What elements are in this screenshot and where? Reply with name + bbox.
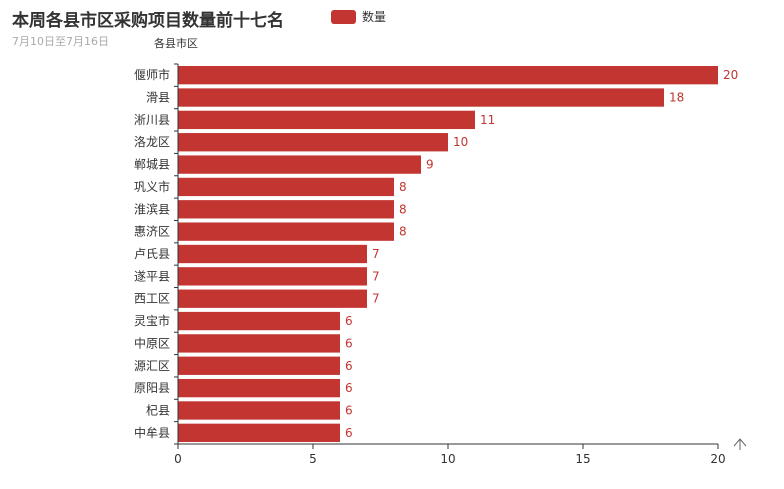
x-tick-label: 10 xyxy=(440,452,455,466)
data-label: 6 xyxy=(345,359,353,373)
y-tick-label: 源汇区 xyxy=(134,359,170,373)
bar xyxy=(178,110,475,130)
bar xyxy=(178,267,367,286)
y-tick-label: 中原区 xyxy=(134,335,170,350)
y-tick-label: 遂平县 xyxy=(134,269,170,283)
data-label: 10 xyxy=(453,135,468,149)
bar xyxy=(178,133,448,152)
bar xyxy=(178,66,718,85)
x-tick-label: 5 xyxy=(309,452,317,466)
chart-title: 本周各县市区采购项目数量前十七名 xyxy=(12,11,284,31)
bar xyxy=(178,401,340,420)
bar xyxy=(178,378,340,398)
data-label: 20 xyxy=(723,68,738,82)
y-tick-label: 洛龙区 xyxy=(134,134,170,149)
bar xyxy=(178,334,340,353)
legend-swatch xyxy=(331,9,356,24)
data-label: 8 xyxy=(399,202,407,216)
y-tick-label: 原阳县 xyxy=(134,381,170,395)
data-label: 6 xyxy=(345,336,353,350)
bar xyxy=(178,356,340,375)
bar xyxy=(178,289,367,308)
data-label: 6 xyxy=(345,426,353,440)
data-label: 7 xyxy=(372,247,380,261)
legend-label: 数量 xyxy=(362,10,387,24)
x-tick-label: 0 xyxy=(174,452,182,466)
y-tick-label: 滑县 xyxy=(146,91,170,105)
bar xyxy=(178,177,394,197)
data-label: 9 xyxy=(426,158,434,172)
bar xyxy=(178,244,367,264)
data-label: 8 xyxy=(399,180,407,194)
data-label: 11 xyxy=(480,113,495,127)
chart-subtitle: 7月10日至7月16日 xyxy=(12,35,109,48)
y-axis-label: 各县市区 xyxy=(154,36,198,50)
data-label: 6 xyxy=(345,403,353,417)
data-label: 7 xyxy=(372,269,380,283)
y-tick-label: 巩义市 xyxy=(134,179,170,194)
y-tick-label: 淮滨县 xyxy=(134,201,170,216)
y-tick-label: 杞县 xyxy=(146,403,170,417)
y-tick-label: 中牟县 xyxy=(134,425,170,440)
legend[interactable]: 数量 xyxy=(331,8,386,25)
x-tick-label: 15 xyxy=(575,452,590,466)
data-label: 6 xyxy=(345,314,353,328)
y-tick-label: 西工区 xyxy=(134,292,170,306)
data-label: 18 xyxy=(669,91,684,105)
bar xyxy=(178,88,664,107)
y-tick-label: 郸城县 xyxy=(134,158,170,172)
data-label: 7 xyxy=(372,292,380,306)
bar xyxy=(178,200,394,219)
bar xyxy=(178,222,394,241)
bar xyxy=(178,155,421,174)
bar xyxy=(178,423,340,442)
y-tick-label: 淅川县 xyxy=(134,112,170,127)
y-tick-label: 卢氏县 xyxy=(134,246,170,261)
x-tick-label: 20 xyxy=(710,452,725,466)
bar xyxy=(178,311,340,331)
y-tick-label: 灵宝市 xyxy=(134,313,170,328)
data-label: 8 xyxy=(399,225,407,239)
y-tick-label: 偃师市 xyxy=(134,67,170,82)
arrow-up-icon[interactable] xyxy=(733,438,747,450)
y-tick-label: 惠济区 xyxy=(134,224,170,239)
data-label: 6 xyxy=(345,381,353,395)
